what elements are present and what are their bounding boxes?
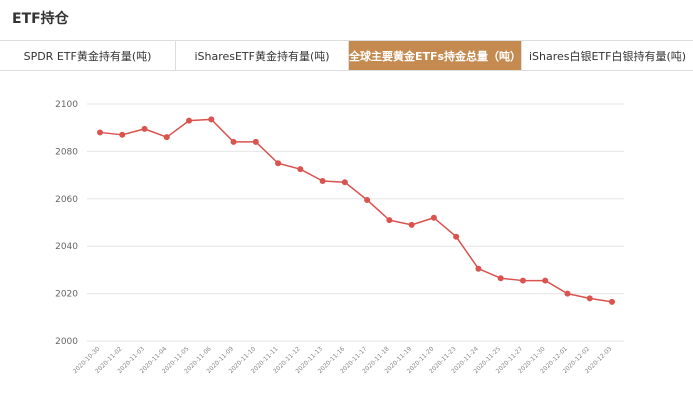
tab-ishares-silver[interactable]: iShares白银ETF白银持有量(吨) [528, 49, 687, 63]
data-point[interactable] [186, 117, 193, 124]
data-point[interactable] [408, 221, 415, 228]
data-point[interactable] [586, 295, 593, 302]
data-point[interactable] [609, 298, 615, 305]
data-point[interactable] [542, 277, 549, 284]
data-point[interactable] [319, 178, 326, 185]
data-point[interactable] [364, 196, 371, 203]
series-points [97, 116, 615, 305]
data-point[interactable] [430, 214, 437, 221]
data-point[interactable] [252, 138, 259, 145]
data-point[interactable] [475, 265, 482, 272]
tab-bar: SPDR ETF黄金持有量(吨) iSharesETF黄金持有量(吨) 全球主要… [0, 40, 693, 71]
y-tick-label: 2020 [55, 290, 78, 300]
line-chart: 2000 2020 2040 2060 2080 2100 2020-10-302020-… [55, 100, 624, 375]
data-point[interactable] [453, 233, 460, 240]
section-title: ETF持仓 [12, 11, 69, 27]
data-point[interactable] [208, 116, 215, 123]
x-axis: 2020-10-302020-11-022020-11-032020-11-04… [72, 345, 614, 375]
tab-ishares-gold[interactable]: iSharesETF黄金持有量(吨) [176, 41, 349, 70]
data-point[interactable] [97, 129, 103, 136]
series-line [99, 118, 613, 303]
series-line-path [99, 118, 613, 303]
data-point[interactable] [341, 179, 348, 186]
data-point[interactable] [386, 217, 393, 224]
y-tick-label: 2060 [55, 195, 78, 205]
data-point[interactable] [564, 290, 571, 297]
data-point[interactable] [230, 138, 237, 145]
y-tick-label: 2040 [55, 242, 78, 252]
y-tick-label: 2080 [55, 147, 78, 157]
y-axis: 2000 2020 2040 2060 2080 2100 [55, 100, 78, 347]
data-point[interactable] [275, 160, 282, 167]
data-point[interactable] [297, 166, 304, 173]
tab-spdr-gold[interactable]: SPDR ETF黄金持有量(吨) [0, 41, 176, 70]
grid-lines [87, 103, 624, 342]
y-tick-label: 2000 [55, 337, 78, 347]
y-tick-label: 2100 [55, 100, 78, 110]
data-point[interactable] [519, 277, 526, 284]
data-point[interactable] [119, 131, 126, 138]
data-point[interactable] [141, 125, 148, 132]
data-point[interactable] [497, 275, 504, 282]
tab-global-gold-etfs[interactable]: 全球主要黄金ETFs持金总量（吨） [349, 41, 522, 70]
data-point[interactable] [163, 134, 170, 141]
